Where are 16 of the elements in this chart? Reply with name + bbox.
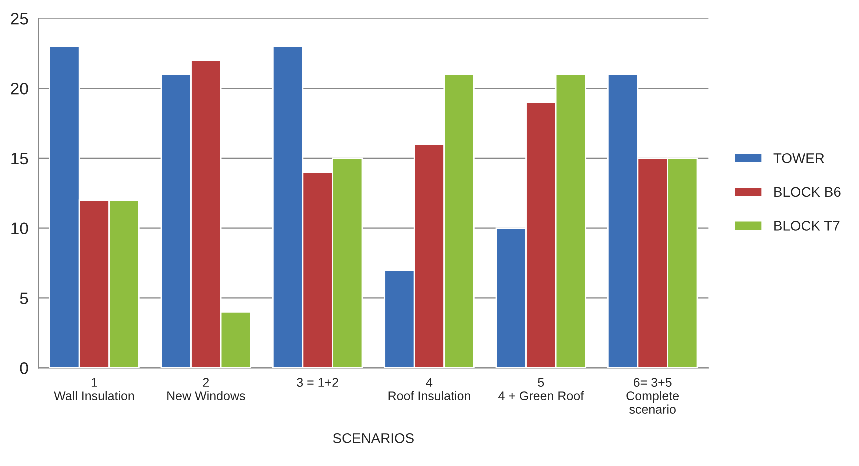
y-tick-label: 5 — [20, 292, 28, 304]
y-tick-label: 25 — [11, 13, 28, 25]
y-tick-label: 15 — [12, 153, 28, 165]
x-tick-label: 5 4 + Green Roof — [498, 378, 584, 401]
x-tick-label: 2 New Windows — [168, 378, 246, 401]
legend-label: BLOCK T7 — [774, 221, 840, 231]
y-tick-label: 0 — [20, 362, 28, 374]
x-tick-label: 4 Roof Insulation — [388, 378, 470, 401]
legend-label: BLOCK B6 — [774, 187, 841, 198]
x-axis-title: SCENARIOS — [333, 433, 414, 444]
y-tick-label: 10 — [12, 222, 28, 235]
x-tick-label: 1 Wall Insulation — [54, 378, 134, 401]
x-tick-label: 6= 3+5 Complete scenario — [626, 378, 680, 414]
y-tick-label: 20 — [11, 82, 28, 95]
legend-label: TOWER — [774, 154, 824, 164]
x-tick-label: 3 = 1+2 — [297, 378, 338, 388]
